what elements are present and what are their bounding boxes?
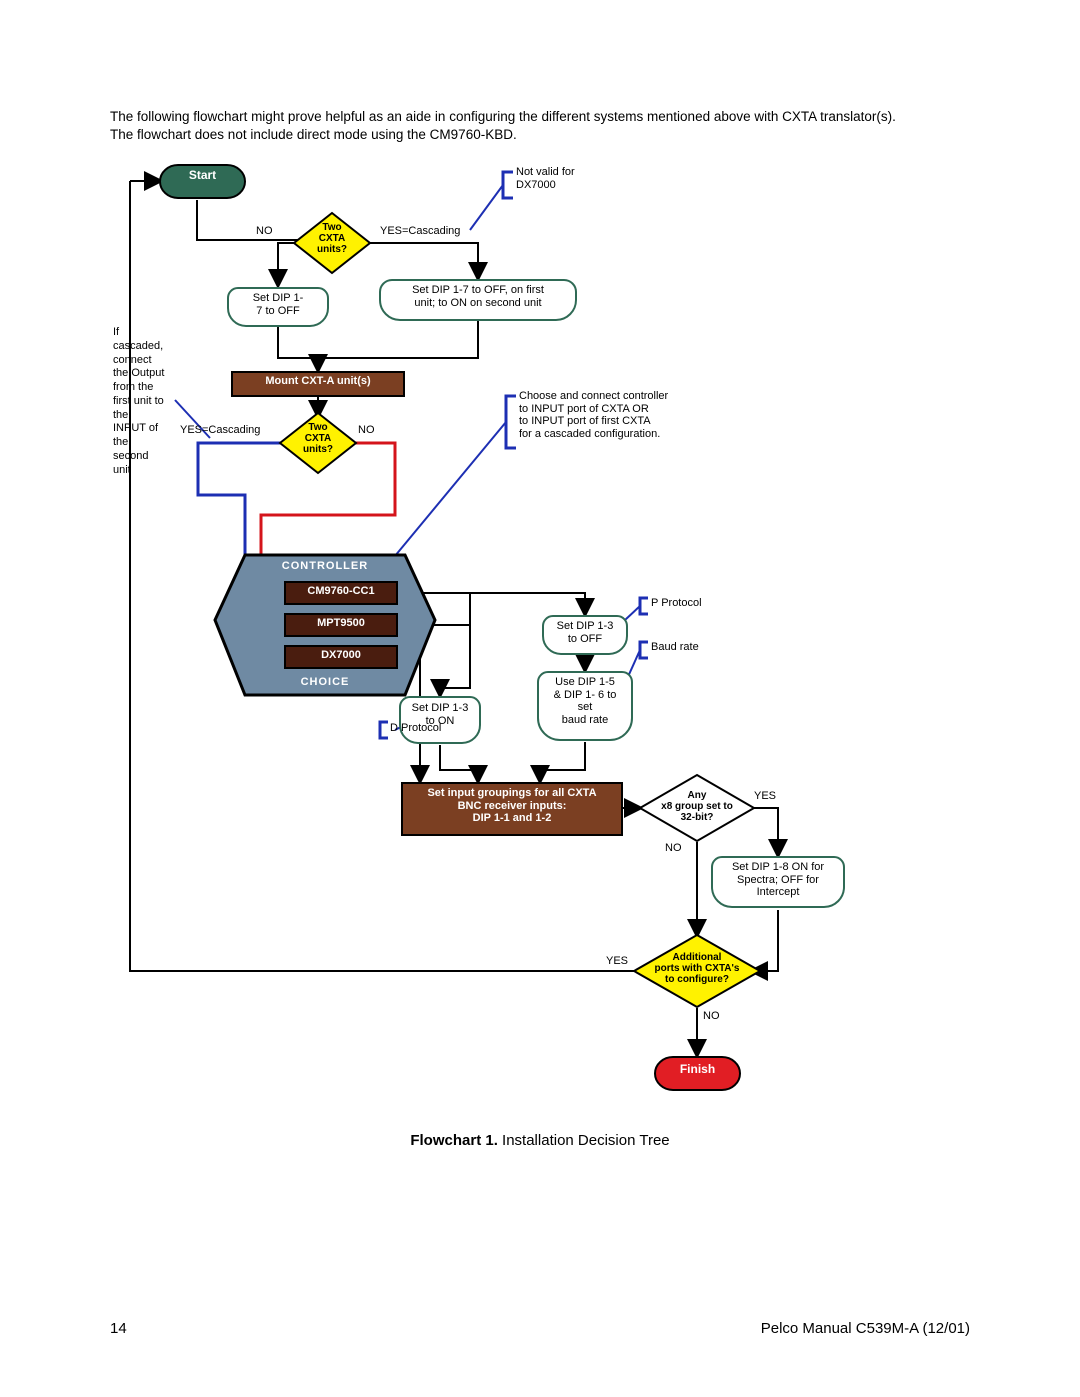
page-number: 14 <box>110 1320 127 1337</box>
label-no-2: NO <box>358 424 388 437</box>
caption-bold: Flowchart 1. <box>410 1132 498 1149</box>
decision-two-cxta-1-label: TwoCXTAunits? <box>300 222 364 255</box>
decision-addports-label: Additionalports with CXTA'sto configure? <box>636 952 758 985</box>
note-p-protocol: P Protocol <box>651 597 731 610</box>
note-baud-rate: Baud rate <box>651 641 731 654</box>
label-no-1: NO <box>256 225 286 238</box>
label-no-any32: NO <box>665 842 695 855</box>
caption-rest: Installation Decision Tree <box>498 1132 670 1149</box>
label-yes-cascading-2: YES=Cascading <box>180 424 280 437</box>
ctrl3-label: DX7000 <box>285 649 397 662</box>
panel-setdip17both-label: Set DIP 1-7 to OFF, on firstunit; to ON … <box>384 284 572 309</box>
note-not-valid: Not valid forDX7000 <box>516 166 636 191</box>
flowchart-svg: Start TwoCXTAunits? Set DIP 1-7 to OFF S… <box>0 0 1080 1397</box>
panel-setdip18-label: Set DIP 1-8 ON forSpectra; OFF forInterc… <box>714 861 842 899</box>
finish-label: Finish <box>655 1062 740 1076</box>
label-yes-any32: YES <box>754 790 784 803</box>
process-inputgroup-label: Set input groupings for all CXTABNC rece… <box>404 787 620 825</box>
label-no-addports: NO <box>703 1010 733 1023</box>
note-d-protocol: D Protocol <box>390 722 460 735</box>
ctrl1-label: CM9760-CC1 <box>285 585 397 598</box>
process-mount-label: Mount CXT-A unit(s) <box>232 375 404 388</box>
panel-setdip17off-label: Set DIP 1-7 to OFF <box>232 292 324 317</box>
controller-header: CONTROLLER <box>245 560 405 573</box>
decision-two-cxta-2-label: TwoCXTAunits? <box>286 422 350 455</box>
page: The following flowchart might prove help… <box>0 0 1080 1397</box>
decision-any32-label: Anyx8 group set to32-bit? <box>644 790 750 823</box>
panel-usedip15-label: Use DIP 1-5& DIP 1- 6 tosetbaud rate <box>540 676 630 727</box>
start-label: Start <box>160 168 245 182</box>
note-if-cascaded: Ifcascaded,connectthe Outputfrom thefirs… <box>113 326 183 477</box>
label-yes-cascading-1: YES=Cascading <box>380 225 490 238</box>
ctrl2-label: MPT9500 <box>285 617 397 630</box>
panel-setdip13off-label: Set DIP 1-3to OFF <box>545 620 625 645</box>
manual-ref: Pelco Manual C539M-A (12/01) <box>761 1320 970 1337</box>
label-yes-addports: YES <box>606 955 636 968</box>
note-choose-connect: Choose and connect controllerto INPUT po… <box>519 390 739 441</box>
controller-footer: CHOICE <box>245 676 405 689</box>
flowchart-caption: Flowchart 1. Installation Decision Tree <box>0 1132 1080 1149</box>
